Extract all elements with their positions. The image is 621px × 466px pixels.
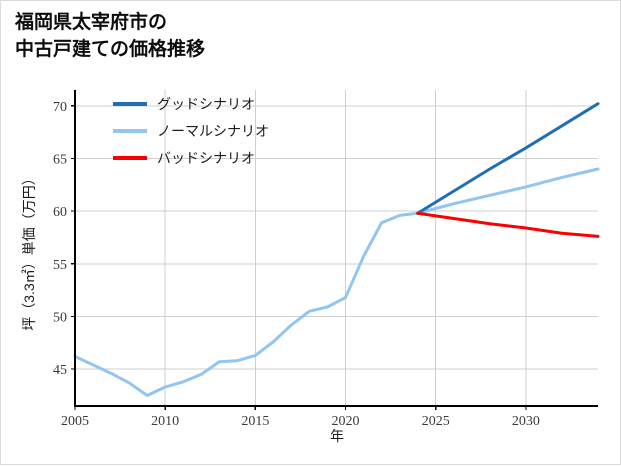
x-axis-tick-labels: 2005 2010 2015 2020 2025 2030 [61,414,540,429]
x-axis-title: 年 [330,428,344,444]
x-tick-label: 2025 [422,414,450,429]
x-tick-label: 2030 [512,414,540,429]
series-lines [73,102,600,397]
y-tick-label: 55 [53,258,67,273]
y-axis-tick-labels: 45 50 55 60 65 70 [53,100,67,378]
x-tick-label: 2020 [332,414,360,429]
legend-item[interactable]: ノーマルシナリオ [113,125,269,140]
chart-title-line-2: 中古戸建ての価格推移 [15,39,206,60]
legend-item[interactable]: バッドシナリオ [113,152,255,167]
legend-label: バッドシナリオ [157,152,255,167]
chart-title-line-1: 福岡県太宰府市の [15,12,168,33]
legend-label: グッドシナリオ [157,97,255,113]
legend-item[interactable]: グッドシナリオ [113,97,255,113]
y-tick-label: 70 [53,100,67,115]
legend-label: ノーマルシナリオ [157,125,269,140]
y-tick-label: 50 [53,310,67,325]
y-axis-title: 坪（3.3㎡）単価（万円） [21,171,37,330]
y-tick-label: 65 [53,152,67,167]
x-tick-label: 2015 [241,414,269,429]
x-tick-label: 2005 [61,414,89,429]
x-tick-label: 2010 [151,414,179,429]
y-tick-label: 45 [53,363,67,378]
gridlines [74,90,598,406]
y-tick-label: 60 [53,205,67,220]
axis-spines [71,90,598,410]
chart-title: 福岡県太宰府市の中古戸建ての価格推移 [15,9,205,63]
